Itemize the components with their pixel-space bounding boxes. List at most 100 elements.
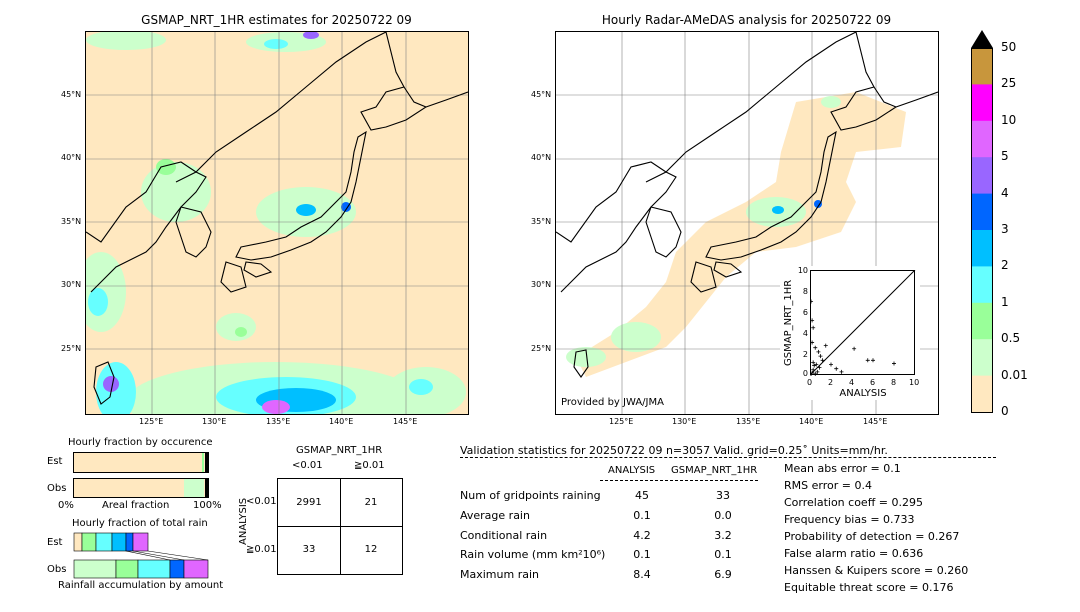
contingency-cell: 2991 [296, 497, 322, 508]
scatter-ytick: 0 [802, 369, 808, 378]
score-line: Mean abs error = 0.1 [784, 462, 901, 475]
scatter-point [865, 358, 870, 363]
colorbar-label: 50 [1001, 40, 1017, 54]
colorbar-segment [972, 339, 992, 377]
colorbar-extend-arrow [971, 30, 993, 48]
right-lon-label: 145°E [863, 417, 888, 426]
colorbar-segment [972, 193, 992, 231]
score-line: Equitable threat score = 0.176 [784, 581, 954, 594]
occurrence-axis-right: 100% [193, 500, 222, 511]
rain-patches [86, 32, 466, 414]
colorbar-label: 0.5 [1001, 331, 1021, 346]
scatter-point [810, 318, 815, 323]
colorbar-label: 1 [1001, 294, 1009, 309]
right-lat-label: 45°N [531, 90, 552, 99]
right-lon-label: 135°E [736, 417, 761, 426]
left-lon-label: 130°E [202, 417, 227, 426]
colorbar-segment [972, 266, 992, 304]
colorbar-label: 5 [1001, 149, 1009, 164]
rain-fraction-row-obs: Obs [47, 564, 67, 575]
contingency-row-label: <0.01 [246, 496, 277, 507]
right-lon-label: 125°E [609, 417, 634, 426]
colorbar-segment [972, 230, 992, 267]
contingency-cell: 21 [364, 497, 378, 508]
validation-divider [460, 457, 996, 458]
scatter-xtick: 10 [909, 378, 920, 387]
scatter-point [823, 343, 828, 348]
graticule [86, 32, 468, 414]
scatter-point [817, 365, 822, 370]
occurrence-title: Hourly fraction by occurence [68, 437, 213, 448]
scatter-point [810, 340, 815, 345]
stat-gsmap: 6.9 [714, 568, 732, 581]
right-coastline [556, 32, 938, 378]
right-lat-label: 35°N [531, 217, 552, 226]
score-line: Hanssen & Kuipers score = 0.260 [784, 564, 969, 577]
left-lat-label: 40°N [61, 153, 82, 162]
colorbar-label: 25 [1001, 76, 1017, 91]
scatter-xtick: 6 [870, 378, 876, 387]
rain-fraction-title: Hourly fraction of total rain [72, 518, 208, 529]
colorbar-label: 0 [1001, 404, 1009, 418]
right-lat-label: 30°N [531, 280, 552, 289]
scatter-point [810, 299, 814, 304]
scatter-ytick: 8 [802, 287, 808, 296]
scatter-inset: GSMAP_NRT_1HR 10 8 6 4 2 0 0 2 4 6 8 10 … [780, 266, 920, 400]
contingency-col-label: <0.01 [292, 460, 323, 471]
colorbar-segment [972, 302, 992, 340]
scatter-ytick: 6 [802, 308, 808, 317]
scatter-point [852, 346, 857, 351]
score-line: Frequency bias = 0.733 [784, 513, 915, 526]
scatter-point [811, 360, 816, 365]
scatter-point [811, 367, 816, 372]
coastline [86, 32, 468, 405]
left-lat-label: 30°N [61, 280, 82, 289]
right-lat-label: 40°N [531, 153, 552, 162]
occurrence-bar-est [73, 452, 209, 473]
score-line: Correlation coeff = 0.295 [784, 496, 923, 509]
contingency-table: 2991 21 33 12 [277, 478, 403, 575]
scatter-xtick: 0 [807, 378, 813, 387]
stat-gsmap: 0.0 [714, 509, 732, 522]
left-map [85, 31, 469, 415]
scatter-point [829, 362, 833, 367]
scatter-point [892, 361, 896, 366]
occurrence-axis-mid: Areal fraction [102, 500, 170, 511]
scatter-plot [810, 270, 916, 376]
stat-analysis: 45 [635, 489, 649, 502]
stat-analysis: 0.1 [633, 509, 651, 522]
stat-label: Num of gridpoints raining [460, 489, 601, 502]
left-map-title: GSMAP_NRT_1HR estimates for 20250722 09 [141, 13, 412, 27]
colorbar-segment [972, 120, 992, 158]
colorbar-label: 10 [1001, 112, 1017, 127]
colorbar-segment [972, 157, 992, 195]
left-lat-label: 25°N [61, 344, 82, 353]
stat-gsmap: 3.2 [714, 529, 732, 542]
rain-fraction-bars [73, 532, 209, 579]
contingency-col-label: ≧0.01 [354, 460, 385, 471]
stat-gsmap: 0.1 [714, 548, 732, 561]
occurrence-axis-left: 0% [58, 500, 74, 511]
scatter-point [834, 366, 839, 371]
left-lon-label: 135°E [266, 417, 291, 426]
rain-fraction-footer: Rainfall accumulation by amount [58, 580, 224, 591]
scatter-point [811, 325, 816, 330]
scatter-point [871, 358, 875, 363]
stat-label: Conditional rain [460, 529, 548, 542]
contingency-title: GSMAP_NRT_1HR [296, 445, 383, 456]
right-lat-label: 25°N [531, 344, 552, 353]
stat-analysis: 4.2 [633, 529, 651, 542]
stat-analysis: 8.4 [633, 568, 651, 581]
scatter-point [813, 371, 818, 376]
validation-col-gsmap: GSMAP_NRT_1HR [671, 465, 758, 476]
scatter-xtick: 8 [891, 378, 897, 387]
scatter-point [815, 369, 820, 374]
scatter-point [814, 362, 819, 367]
contingency-row-label: ≧0.01 [246, 544, 277, 555]
scatter-point [839, 369, 844, 374]
colorbar-label: 3 [1001, 222, 1009, 236]
left-lon-label: 140°E [329, 417, 354, 426]
scatter-xlabel: ANALYSIS [839, 388, 887, 399]
scatter-xtick: 2 [828, 378, 834, 387]
radar-coverage [576, 92, 906, 377]
